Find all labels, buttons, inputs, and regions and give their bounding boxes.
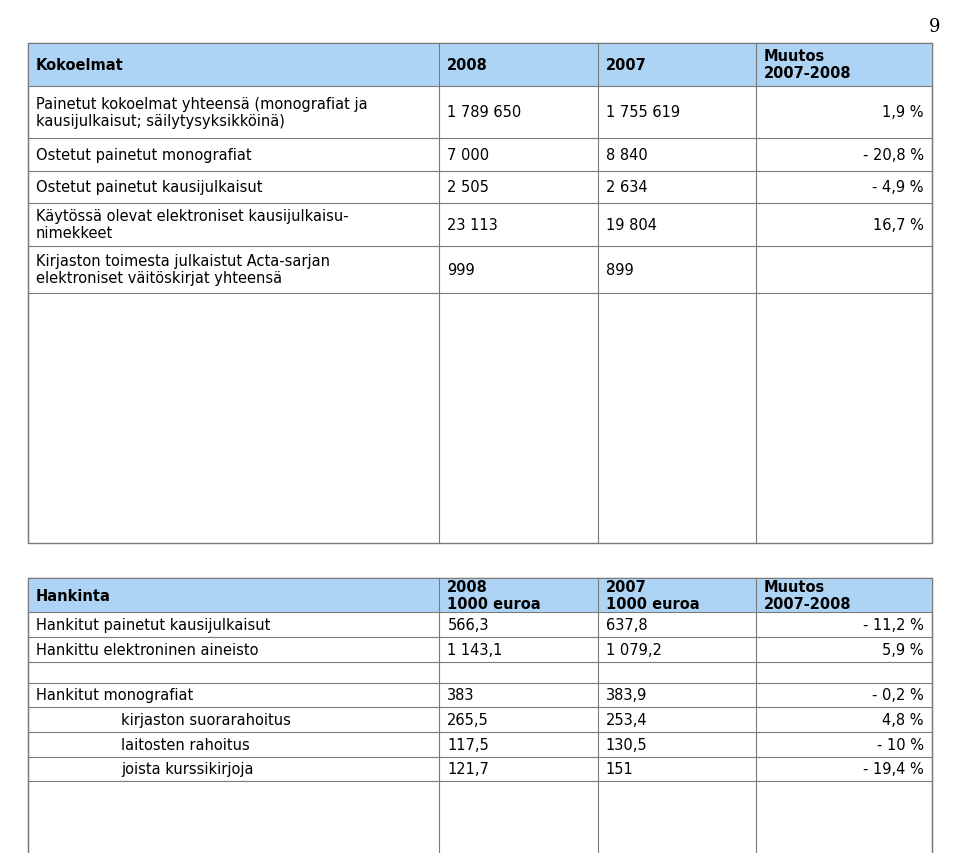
Text: 999: 999 [447, 263, 475, 277]
Text: 16,7 %: 16,7 % [874, 218, 924, 233]
Text: 19 804: 19 804 [606, 218, 657, 233]
Text: 899: 899 [606, 263, 634, 277]
Text: 637,8: 637,8 [606, 618, 647, 632]
Text: 2007
1000 euroa: 2007 1000 euroa [606, 579, 699, 612]
Text: 1 789 650: 1 789 650 [447, 105, 521, 120]
Text: joista kurssikirjoja: joista kurssikirjoja [121, 762, 253, 776]
Text: Muutos
2007-2008: Muutos 2007-2008 [764, 579, 852, 612]
Text: 265,5: 265,5 [447, 712, 489, 728]
Text: - 11,2 %: - 11,2 % [863, 618, 924, 632]
Text: Käytössä olevat elektroniset kausijulkaisu-
nimekkeet: Käytössä olevat elektroniset kausijulkai… [36, 209, 348, 241]
Text: 5,9 %: 5,9 % [882, 642, 924, 657]
Text: 8 840: 8 840 [606, 148, 647, 163]
Text: Ostetut painetut monografiat: Ostetut painetut monografiat [36, 148, 252, 163]
Text: 2007: 2007 [606, 58, 646, 73]
Bar [28, 578, 932, 853]
Text: 1 143,1: 1 143,1 [447, 642, 503, 657]
Text: 2008: 2008 [447, 58, 489, 73]
Text: 2 634: 2 634 [606, 180, 647, 195]
Bar [28, 44, 932, 86]
Text: 1 079,2: 1 079,2 [606, 642, 661, 657]
Text: 383: 383 [447, 688, 475, 703]
Text: 1,9 %: 1,9 % [882, 105, 924, 120]
Bar [28, 578, 932, 612]
Text: 566,3: 566,3 [447, 618, 489, 632]
Text: 7 000: 7 000 [447, 148, 490, 163]
Text: Painetut kokoelmat yhteensä (monografiat ja
kausijulkaisut; säilytysyksikköinä): Painetut kokoelmat yhteensä (monografiat… [36, 96, 368, 129]
Text: Kirjaston toimesta julkaistut Acta-sarjan
elektroniset väitöskirjat yhteensä: Kirjaston toimesta julkaistut Acta-sarja… [36, 253, 330, 286]
Text: Hankitut painetut kausijulkaisut: Hankitut painetut kausijulkaisut [36, 618, 271, 632]
Text: 1 755 619: 1 755 619 [606, 105, 680, 120]
Text: 121,7: 121,7 [447, 762, 490, 776]
Text: - 20,8 %: - 20,8 % [863, 148, 924, 163]
Text: - 10 %: - 10 % [877, 737, 924, 751]
Text: 151: 151 [606, 762, 634, 776]
Text: kirjaston suorarahoitus: kirjaston suorarahoitus [121, 712, 291, 728]
Text: 2 505: 2 505 [447, 180, 490, 195]
Text: 2008
1000 euroa: 2008 1000 euroa [447, 579, 540, 612]
Text: 117,5: 117,5 [447, 737, 489, 751]
Text: Hankinta: Hankinta [36, 588, 110, 603]
Text: 383,9: 383,9 [606, 688, 647, 703]
Text: laitosten rahoitus: laitosten rahoitus [121, 737, 250, 751]
Text: Kokoelmat: Kokoelmat [36, 58, 124, 73]
Text: 253,4: 253,4 [606, 712, 647, 728]
Text: 23 113: 23 113 [447, 218, 498, 233]
Text: 4,8 %: 4,8 % [882, 712, 924, 728]
Text: - 19,4 %: - 19,4 % [863, 762, 924, 776]
Text: Hankittu elektroninen aineisto: Hankittu elektroninen aineisto [36, 642, 258, 657]
Text: - 4,9 %: - 4,9 % [873, 180, 924, 195]
Text: Muutos
2007-2008: Muutos 2007-2008 [764, 49, 852, 81]
Text: Ostetut painetut kausijulkaisut: Ostetut painetut kausijulkaisut [36, 180, 262, 195]
Text: 9: 9 [928, 18, 940, 36]
Bar [28, 44, 932, 543]
Text: 130,5: 130,5 [606, 737, 647, 751]
Text: - 0,2 %: - 0,2 % [873, 688, 924, 703]
Text: Hankitut monografiat: Hankitut monografiat [36, 688, 193, 703]
